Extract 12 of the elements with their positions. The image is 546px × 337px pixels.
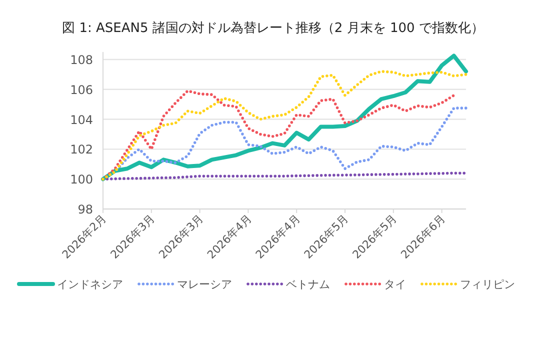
y-tick-label: 106 [70, 82, 93, 97]
chart-title: 図 1: ASEAN5 諸国の対ドル為替レート推移（2 月末を 100 で指数化） [62, 20, 484, 36]
legend-label: ベトナム [286, 278, 330, 291]
legend-label: タイ [384, 278, 406, 291]
y-tick-label: 108 [70, 52, 93, 67]
y-tick-label: 102 [70, 142, 93, 157]
y-tick-label: 98 [78, 202, 93, 216]
y-tick-label: 100 [70, 172, 93, 187]
legend-label: マレーシア [177, 278, 232, 291]
legend-label: フィリピン [460, 278, 515, 291]
legend-label: インドネシア [57, 278, 123, 291]
y-tick-label: 104 [70, 112, 93, 127]
